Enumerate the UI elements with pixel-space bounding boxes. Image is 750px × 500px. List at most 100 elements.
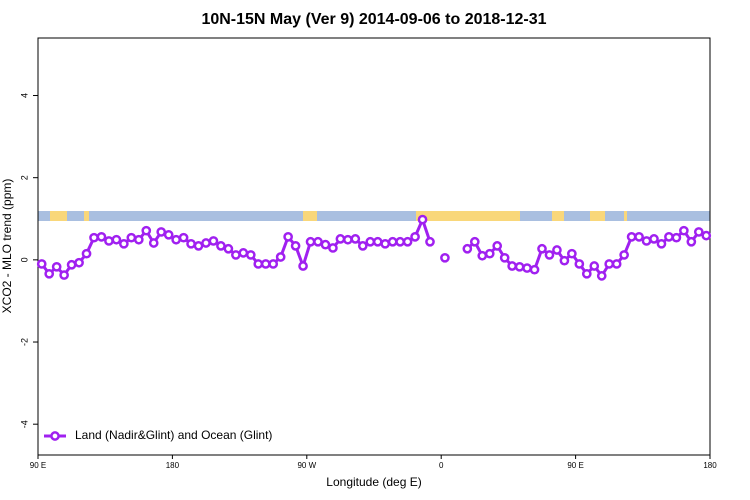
data-point (529, 264, 540, 275)
data-point (387, 236, 398, 247)
data-point (425, 236, 435, 247)
data-point (66, 259, 77, 270)
data-point (402, 236, 413, 247)
data-point (664, 231, 674, 242)
data-point (260, 259, 271, 269)
data-point (350, 234, 361, 244)
data-point (365, 236, 376, 247)
data-point (544, 250, 555, 260)
data-point (581, 268, 592, 279)
data-point (104, 236, 114, 246)
x-tick-label: 180 (703, 461, 717, 470)
data-point (701, 230, 712, 241)
data-point (245, 250, 256, 260)
data-point (51, 261, 62, 272)
data-point (492, 241, 503, 251)
data-point (216, 241, 226, 251)
data-point (514, 261, 525, 272)
data-point (395, 236, 405, 247)
data-point (186, 238, 196, 249)
data-point (133, 234, 144, 245)
x-tick-label: 90 E (567, 461, 583, 470)
data-point (462, 243, 473, 254)
y-tick-label: -4 (19, 420, 29, 428)
data-point (148, 238, 159, 248)
data-point (335, 234, 346, 244)
data-point (417, 214, 428, 225)
data-point (231, 250, 241, 260)
x-tick-label: 0 (439, 461, 444, 470)
data-point (59, 270, 69, 280)
data-point (81, 248, 92, 259)
y-axis-label: XCO2 - MLO trend (ppm) (0, 179, 14, 314)
data-point (589, 261, 600, 271)
data-point (671, 232, 682, 243)
chart-title: 10N-15N May (Ver 9) 2014-09-06 to 2018-1… (201, 11, 546, 28)
data-point (36, 259, 47, 269)
data-point (656, 238, 667, 249)
data-point (283, 231, 293, 242)
data-point (626, 231, 637, 242)
x-tick-label: 90 W (297, 461, 316, 470)
data-point (567, 248, 577, 259)
data-point (74, 257, 84, 268)
data-point (469, 236, 480, 247)
data-point (693, 227, 704, 237)
data-point (343, 234, 353, 245)
data-point (253, 259, 264, 269)
data-point (208, 236, 219, 246)
series-line (40, 215, 432, 278)
data-point (641, 236, 652, 246)
data-point (649, 234, 659, 244)
data-point (156, 227, 167, 237)
y-tick-label: -2 (19, 338, 29, 346)
data-point (305, 236, 316, 247)
data-point (268, 259, 279, 269)
data-point (552, 245, 562, 255)
x-tick-label: 90 E (30, 461, 46, 470)
data-point (171, 234, 181, 245)
y-tick-label: 0 (19, 257, 29, 262)
data-point (275, 252, 286, 262)
data-point (111, 234, 122, 245)
data-point (320, 239, 331, 250)
x-tick-label: 180 (166, 461, 180, 470)
data-point (604, 259, 615, 269)
data-point (223, 243, 234, 254)
data-point (96, 231, 107, 242)
data-point (298, 261, 308, 271)
y-tick-label: 4 (19, 93, 29, 98)
legend-marker (50, 431, 60, 441)
data-point (380, 238, 391, 249)
data-point (559, 255, 570, 266)
data-point (507, 261, 517, 271)
data-point (178, 232, 189, 243)
data-point (484, 248, 495, 259)
data-point (372, 236, 383, 247)
data-point (522, 263, 532, 273)
legend-label: Land (Nadir&Glint) and Ocean (Glint) (75, 428, 272, 442)
data-point (410, 231, 420, 242)
data-point (679, 225, 689, 236)
data-point (574, 259, 585, 269)
plot-frame (37, 37, 711, 456)
y-tick-label: 2 (19, 175, 29, 180)
data-point (328, 243, 338, 253)
data-point (141, 225, 152, 236)
data-point (619, 250, 629, 260)
land-ocean-strip (38, 211, 710, 221)
data-point (634, 231, 644, 242)
data-point (290, 241, 301, 251)
data-point (119, 238, 129, 249)
data-point (44, 268, 55, 279)
data-point (89, 232, 99, 243)
data-point (596, 271, 607, 281)
data-point (193, 241, 204, 251)
data-point (126, 232, 137, 243)
data-point (686, 236, 697, 247)
data-point (440, 252, 450, 263)
data-point (163, 229, 174, 240)
data-point (611, 259, 622, 269)
data-point (238, 248, 249, 258)
